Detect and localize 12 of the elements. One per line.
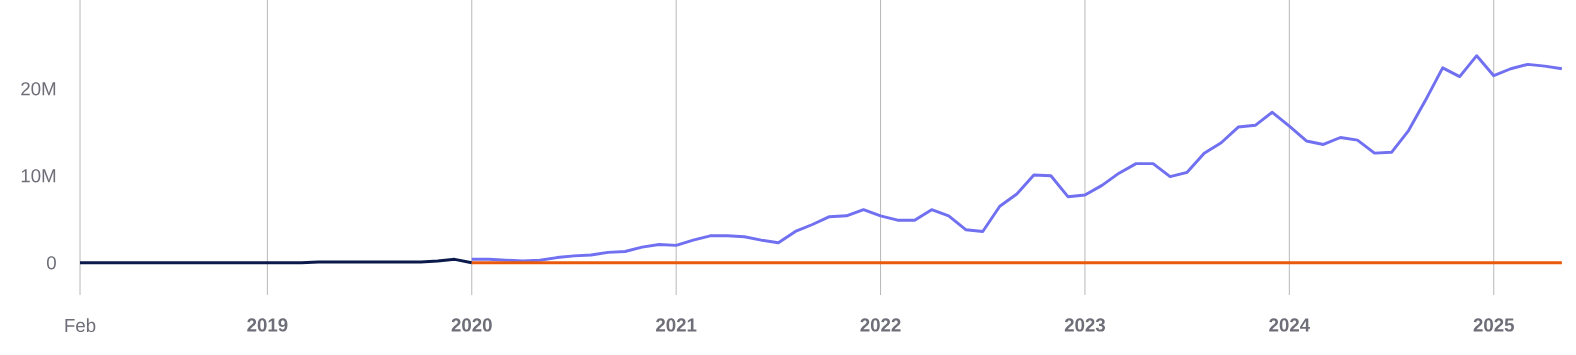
x-tick-label: 2021: [656, 318, 697, 332]
x-tick-label: Feb: [65, 318, 96, 333]
y-tick-label: 20M: [21, 82, 56, 96]
x-tick-label: 2020: [451, 318, 492, 332]
x-tick-label: 2023: [1064, 318, 1106, 332]
x-tick-label: 2019: [247, 318, 288, 332]
y-tick-label: 10M: [21, 169, 56, 183]
x-tick-label: 2022: [860, 318, 901, 332]
line-series: [470, 54, 1564, 263]
x-tick-label: 2025: [1473, 318, 1514, 332]
y-tick-label: 0: [46, 256, 56, 270]
x-tick-label: 2024: [1269, 318, 1311, 332]
